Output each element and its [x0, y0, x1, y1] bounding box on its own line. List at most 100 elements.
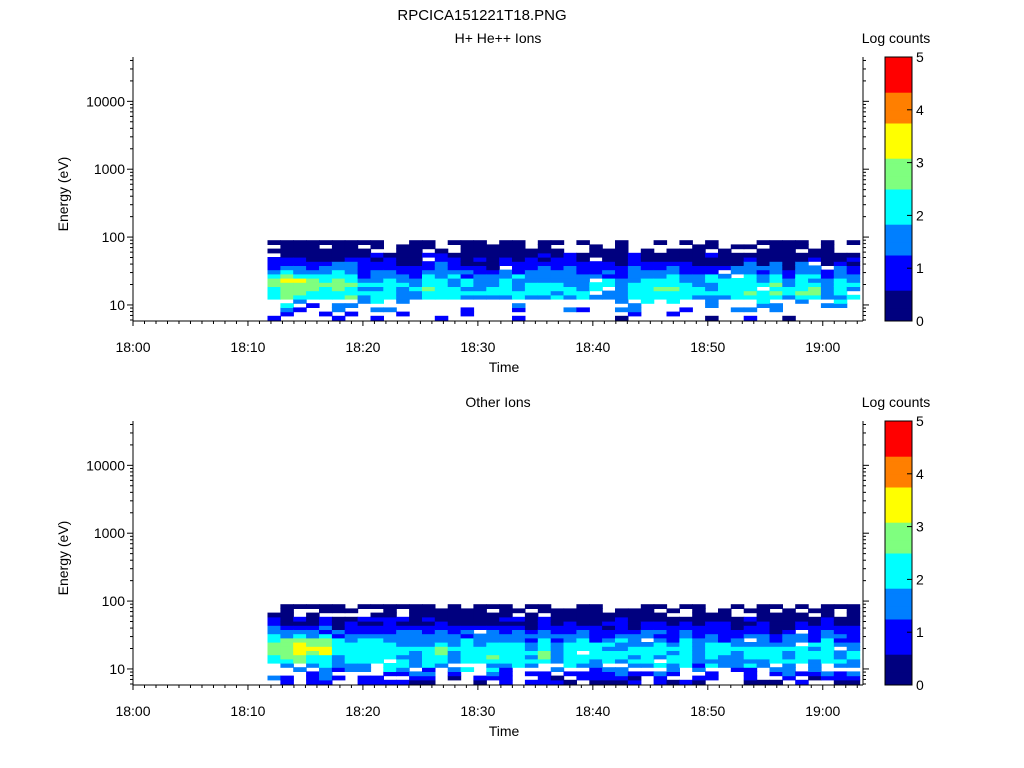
colorbar-segment [885, 162, 912, 168]
heatmap-cell [422, 654, 436, 660]
heatmap-cell [434, 265, 449, 271]
heatmap-cell [447, 633, 462, 639]
heatmap-cell [460, 642, 475, 647]
heatmap-cell [499, 654, 513, 660]
heatmap-cell [331, 650, 346, 656]
heatmap-cell [357, 257, 372, 262]
heatmap-cell [293, 299, 307, 304]
heatmap-cell [331, 282, 346, 287]
colorbar-tick-label: 2 [916, 571, 924, 587]
heatmap-cell [589, 273, 603, 279]
heatmap-cell [486, 642, 500, 647]
heatmap-cell [615, 616, 629, 622]
heatmap-cell [434, 642, 449, 647]
heatmap-cell [653, 616, 668, 622]
heatmap-cell [576, 261, 590, 266]
heatmap-cell [769, 273, 783, 279]
heatmap-cell [486, 252, 500, 258]
heatmap-cell [537, 269, 552, 275]
heatmap-cell [319, 637, 333, 643]
heatmap-cell [306, 257, 320, 262]
heatmap-cell [319, 658, 333, 664]
heatmap-cell [293, 282, 307, 287]
heatmap-cell [422, 269, 436, 275]
heatmap-cell [743, 679, 758, 685]
heatmap-cell [344, 261, 359, 266]
heatmap-cell [769, 294, 783, 300]
heatmap-cell [486, 244, 500, 250]
colorbar-segment [885, 539, 912, 545]
heatmap-cell [808, 273, 822, 279]
colorbar-segment [885, 149, 912, 155]
heatmap-cell [306, 240, 320, 245]
colorbar-segment [885, 509, 912, 514]
heatmap-cell [293, 294, 307, 300]
heatmap-cell [473, 637, 487, 643]
heatmap-cell [820, 646, 835, 651]
heatmap-cell [563, 621, 577, 626]
colorbar-segment [885, 215, 912, 221]
heatmap-cell [306, 679, 320, 685]
heatmap-cell [615, 265, 629, 271]
heatmap-cell [640, 278, 655, 283]
heatmap-cell [524, 637, 539, 643]
heatmap-cell [833, 269, 848, 275]
heatmap-cell [447, 650, 462, 656]
heatmap-cell [473, 273, 487, 279]
heatmap-cell [808, 621, 822, 626]
heatmap-cell [743, 278, 758, 283]
heatmap-cell [679, 679, 693, 685]
heatmap-cell [576, 629, 590, 635]
heatmap-cell [615, 612, 629, 618]
heatmap-cell [666, 625, 680, 630]
heatmap-cell [705, 286, 719, 292]
heatmap-cell [396, 633, 410, 639]
heatmap-cell [705, 621, 719, 626]
colorbar-segment [885, 197, 912, 203]
colorbar-segment [885, 193, 912, 199]
heatmap-cell [795, 621, 809, 626]
heatmap-cell [524, 642, 539, 647]
heatmap-cell [409, 637, 423, 643]
heatmap-cell [730, 282, 745, 287]
colorbar-segment [885, 140, 912, 146]
heatmap-cell [331, 646, 346, 651]
heatmap-cell [499, 294, 513, 300]
heatmap-cell [409, 671, 423, 677]
heatmap-cell [589, 629, 603, 635]
colorbar-segment [885, 127, 912, 133]
heatmap-cell [434, 608, 449, 614]
heatmap-cell [370, 604, 384, 609]
heatmap-cell [306, 303, 320, 308]
heatmap-cell [306, 248, 320, 254]
heatmap-cell [743, 257, 758, 262]
heatmap-cell [344, 608, 359, 614]
heatmap-cell [280, 294, 294, 300]
colorbar-tick-label: 3 [916, 519, 924, 535]
heatmap-cell [267, 286, 281, 292]
heatmap-cell [833, 290, 848, 296]
heatmap-cell [499, 273, 513, 279]
heatmap-cell [370, 261, 384, 266]
heatmap-cell [589, 667, 603, 672]
heatmap-cell [550, 675, 565, 681]
heatmap-cell [602, 269, 616, 275]
heatmap-cell [589, 675, 603, 681]
heatmap-cell [344, 646, 359, 651]
heatmap-cell [396, 663, 410, 668]
heatmap-cell [306, 658, 320, 664]
colorbar-segment [885, 614, 912, 620]
colorbar-segment [885, 316, 912, 322]
heatmap-cell [833, 299, 848, 304]
heatmap-cell [833, 273, 848, 279]
heatmap-cell [602, 642, 616, 647]
heatmap-cell [550, 278, 565, 283]
heatmap-cell [319, 646, 333, 651]
heatmap-cell [280, 642, 294, 647]
heatmap-cell [319, 667, 333, 672]
heatmap-cell [524, 679, 539, 685]
heatmap-cell [473, 252, 487, 258]
heatmap-cell [718, 290, 732, 296]
heatmap-cell [524, 646, 539, 651]
heatmap-cell [344, 269, 359, 275]
